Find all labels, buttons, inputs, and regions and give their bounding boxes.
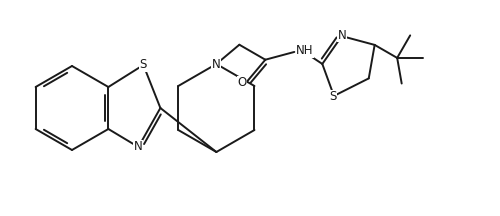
- Text: N: N: [212, 57, 220, 70]
- Text: O: O: [238, 76, 246, 89]
- Text: S: S: [330, 91, 336, 103]
- Text: N: N: [134, 140, 142, 154]
- Text: N: N: [338, 29, 346, 42]
- Text: NH: NH: [296, 44, 314, 57]
- Text: S: S: [140, 59, 147, 71]
